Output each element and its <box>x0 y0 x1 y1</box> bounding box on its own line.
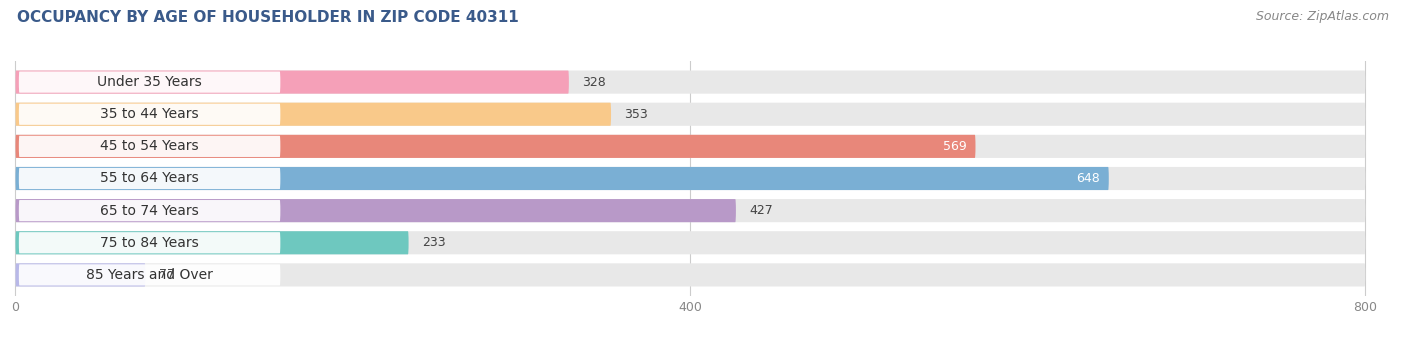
Text: 65 to 74 Years: 65 to 74 Years <box>100 204 200 218</box>
FancyBboxPatch shape <box>18 71 280 93</box>
FancyBboxPatch shape <box>15 264 1365 287</box>
FancyBboxPatch shape <box>15 103 1365 126</box>
FancyBboxPatch shape <box>15 199 735 222</box>
FancyBboxPatch shape <box>15 70 1365 94</box>
FancyBboxPatch shape <box>18 264 280 286</box>
FancyBboxPatch shape <box>18 136 280 157</box>
Text: 569: 569 <box>943 140 967 153</box>
Text: 648: 648 <box>1077 172 1101 185</box>
Text: 233: 233 <box>422 236 446 249</box>
Text: 35 to 44 Years: 35 to 44 Years <box>100 107 198 121</box>
FancyBboxPatch shape <box>15 70 569 94</box>
Text: 427: 427 <box>749 204 773 217</box>
Text: Under 35 Years: Under 35 Years <box>97 75 202 89</box>
Text: 55 to 64 Years: 55 to 64 Years <box>100 171 200 186</box>
FancyBboxPatch shape <box>15 135 1365 158</box>
FancyBboxPatch shape <box>15 199 1365 222</box>
FancyBboxPatch shape <box>18 168 280 189</box>
Text: 45 to 54 Years: 45 to 54 Years <box>100 139 198 153</box>
Text: Source: ZipAtlas.com: Source: ZipAtlas.com <box>1256 10 1389 23</box>
FancyBboxPatch shape <box>18 232 280 253</box>
FancyBboxPatch shape <box>15 231 409 254</box>
Text: 353: 353 <box>624 108 648 121</box>
Text: 77: 77 <box>159 268 174 282</box>
FancyBboxPatch shape <box>18 200 280 221</box>
FancyBboxPatch shape <box>15 167 1109 190</box>
Text: 75 to 84 Years: 75 to 84 Years <box>100 236 200 250</box>
Text: 328: 328 <box>582 75 606 89</box>
FancyBboxPatch shape <box>15 167 1365 190</box>
FancyBboxPatch shape <box>15 103 612 126</box>
Text: OCCUPANCY BY AGE OF HOUSEHOLDER IN ZIP CODE 40311: OCCUPANCY BY AGE OF HOUSEHOLDER IN ZIP C… <box>17 10 519 25</box>
FancyBboxPatch shape <box>15 231 1365 254</box>
FancyBboxPatch shape <box>15 264 145 287</box>
FancyBboxPatch shape <box>18 104 280 125</box>
FancyBboxPatch shape <box>15 135 976 158</box>
Text: 85 Years and Over: 85 Years and Over <box>86 268 214 282</box>
